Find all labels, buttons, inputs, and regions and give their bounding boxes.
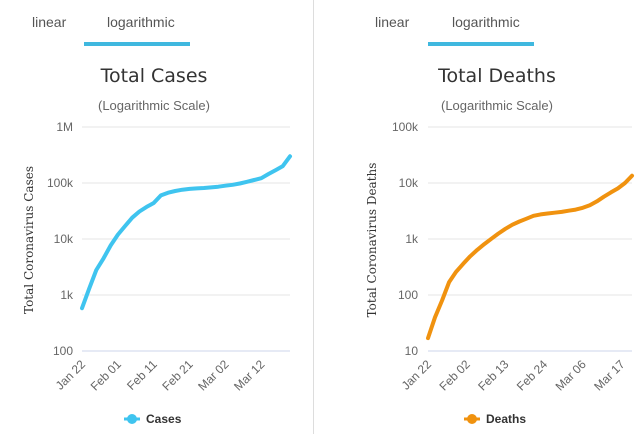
chart-title: Total Cases [100,65,208,87]
cases-chart: Total Cases (Logarithmic Scale) Total Co… [22,65,292,426]
deaths-chart-panel: linear logarithmic Total Deaths (Logarit… [318,0,640,434]
x-tick-label: Mar 02 [195,357,232,394]
y-tick-label: 100 [398,288,418,302]
x-tick-label: Mar 12 [231,357,268,394]
legend-label: Deaths [486,412,526,426]
x-tick-label: Mar 06 [553,357,590,394]
x-tick-label: Jan 22 [399,357,435,393]
y-tick-label: 10 [405,344,419,358]
y-tick-label: 10k [54,232,74,246]
tab-linear[interactable]: linear [375,14,410,30]
y-tick-label: 1k [60,288,74,302]
chart-subtitle: (Logarithmic Scale) [98,98,210,113]
cases-chart-panel: linear logarithmic Total Cases (Logarith… [0,0,310,434]
tab-logarithmic[interactable]: logarithmic [452,14,520,30]
x-tick-label: Feb 13 [475,357,512,394]
legend-swatch-marker [127,414,137,424]
active-tab-indicator [84,42,190,46]
y-tick-label: 10k [399,176,419,190]
chart-subtitle: (Logarithmic Scale) [441,98,553,113]
x-tick-label: Feb 11 [124,357,160,393]
series-line-deaths [426,173,634,341]
y-tick-label: 100 [53,344,73,358]
x-tick-label: Feb 21 [159,357,196,394]
series-line-cases [80,154,292,311]
x-tick-label: Jan 22 [53,357,89,393]
tab-logarithmic[interactable]: logarithmic [107,14,175,30]
x-tick-label: Feb 24 [514,357,551,394]
y-tick-label: 1k [405,232,419,246]
chart-title: Total Deaths [437,65,556,87]
y-axis-title: Total Coronavirus Deaths [365,163,379,318]
x-tick-label: Feb 02 [436,357,473,394]
y-tick-label: 100k [47,176,74,190]
x-tick-label: Feb 01 [88,357,125,394]
x-tick-label: Mar 17 [591,357,628,394]
y-axis-title: Total Coronavirus Cases [22,166,36,314]
active-tab-indicator [428,42,534,46]
panel-divider [313,0,314,434]
legend-label: Cases [146,412,182,426]
deaths-chart: Total Deaths (Logarithmic Scale) Total C… [365,65,634,426]
legend-swatch-marker [467,414,477,424]
y-tick-label: 100k [392,120,419,134]
y-tick-label: 1M [56,120,73,134]
tab-linear[interactable]: linear [32,14,67,30]
